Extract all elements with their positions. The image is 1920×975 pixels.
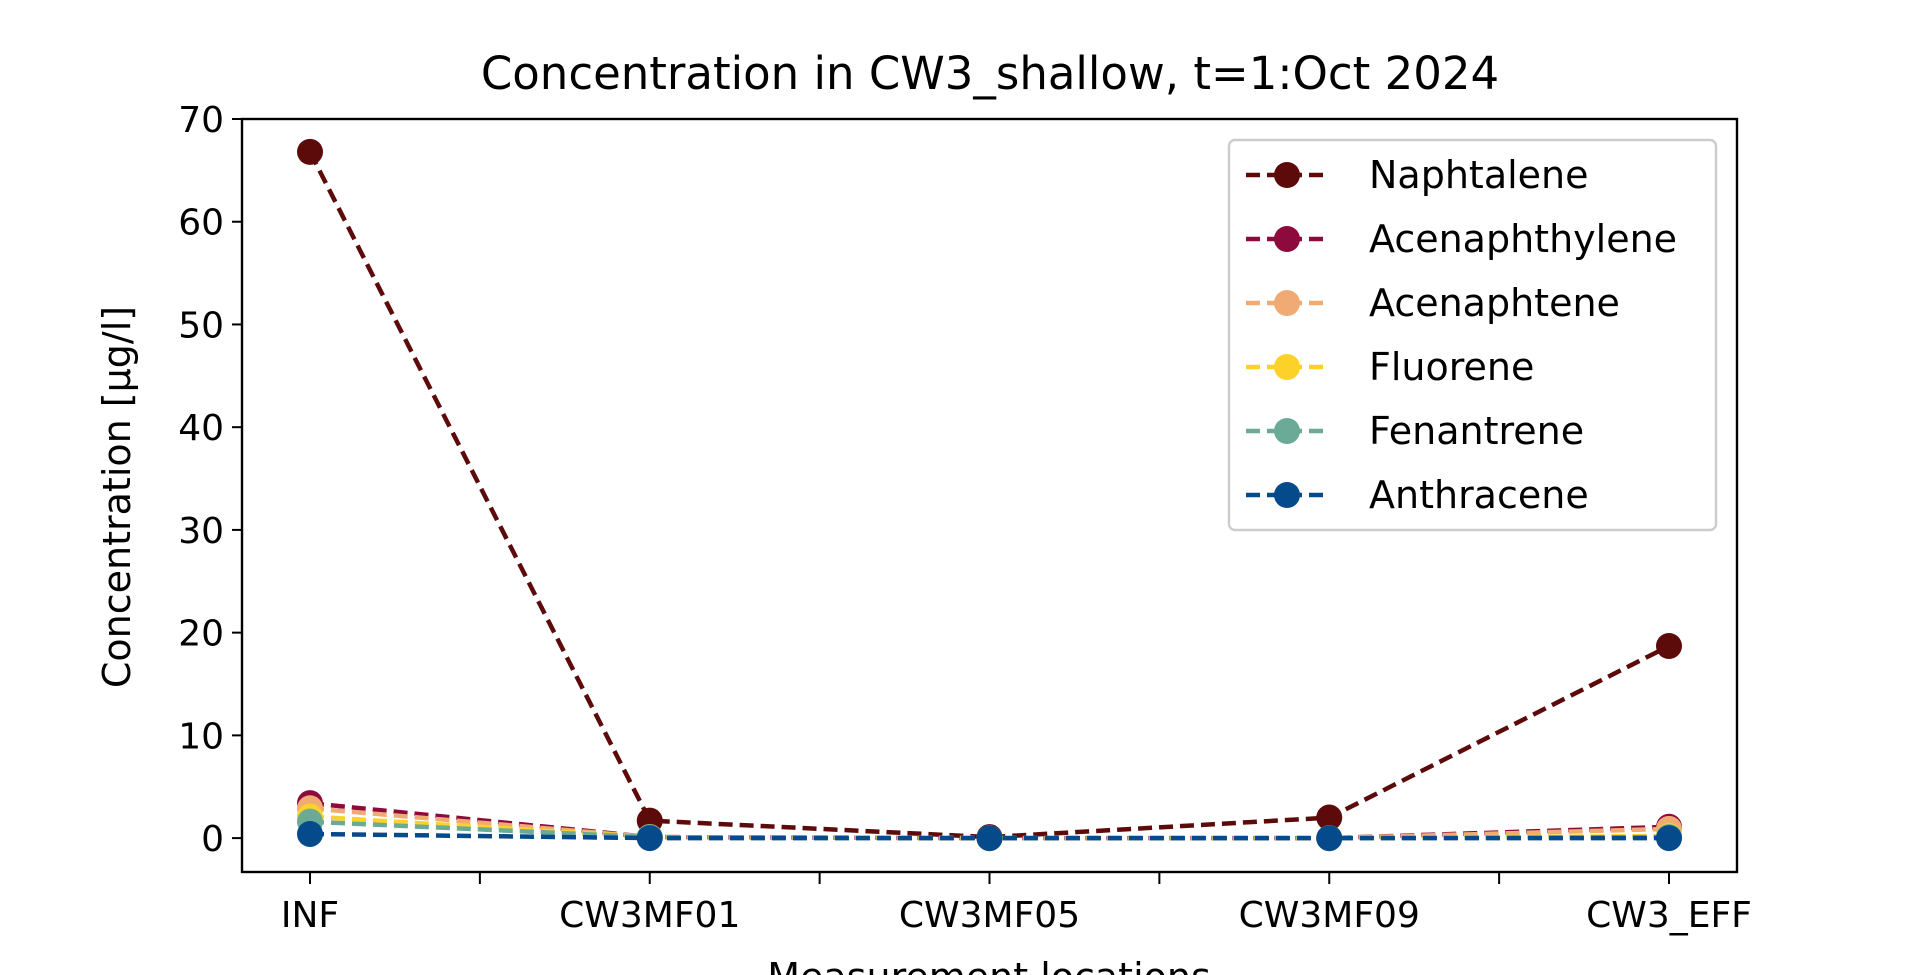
plot-frame [240, 117, 1739, 874]
series-anthracene [297, 820, 1682, 852]
x-axis-ticks: INF CW3MF01 CW3MF05 CW3MF09 CW3_EFF [281, 872, 1752, 936]
x-axis-label: Measurement locations [767, 955, 1211, 975]
chart-title: Concentration in CW3_shallow, t=1:Oct 20… [481, 47, 1499, 100]
y-axis-label: Concentration [µg/l] [95, 306, 139, 688]
y-tick-label: 50 [178, 305, 224, 346]
y-tick-label: 30 [178, 511, 224, 552]
y-tick-label: 20 [178, 614, 224, 655]
legend-entry: Acenaphtene [1246, 281, 1620, 325]
data-point [976, 825, 1003, 852]
legend-label: Naphtalene [1369, 153, 1589, 197]
data-point [1316, 804, 1343, 831]
series-line [307, 150, 1671, 840]
y-tick-label: 60 [178, 203, 224, 244]
y-tick-label: 0 [201, 819, 224, 860]
legend-marker [1274, 162, 1300, 188]
data-point [1656, 825, 1682, 852]
x-tick-label: CW3MF05 [899, 895, 1080, 936]
legend-label: Fenantrene [1369, 409, 1584, 453]
x-tick-label: INF [281, 895, 339, 936]
legend-marker [1274, 418, 1300, 444]
legend-entry: Acenaphthylene [1246, 217, 1677, 261]
legend-label: Anthracene [1369, 473, 1589, 517]
y-tick-label: 10 [178, 716, 224, 757]
y-tick-label: 70 [178, 100, 224, 141]
data-point [297, 820, 323, 847]
data-point [1656, 632, 1682, 659]
legend-entry: Anthracene [1246, 473, 1589, 517]
legend-entry: Fluorene [1246, 345, 1534, 389]
data-point [297, 138, 323, 165]
legend-marker [1274, 482, 1300, 508]
legend-entry: Naphtalene [1246, 153, 1589, 197]
legend-label: Fluorene [1369, 345, 1534, 389]
legend-label: Acenaphtene [1369, 281, 1620, 325]
legend-marker [1274, 354, 1300, 380]
legend-label: Acenaphthylene [1369, 217, 1677, 261]
legend-box [1227, 138, 1718, 532]
x-tick-label: CW3MF09 [1239, 895, 1420, 936]
legend-entry: Fenantrene [1246, 409, 1584, 453]
legend: Naphtalene Acenaphthylene Acenaphtene Fluor… [1227, 138, 1718, 532]
legend-marker [1274, 226, 1300, 252]
data-point [636, 825, 663, 852]
y-tick-label: 40 [178, 408, 224, 449]
legend-marker [1274, 290, 1300, 316]
y-axis-ticks: 0 10 20 30 40 50 60 70 [178, 100, 242, 860]
x-tick-label: CW3_EFF [1586, 895, 1752, 936]
plot-series [297, 138, 1682, 852]
x-tick-label: CW3MF01 [559, 895, 740, 936]
data-point [1316, 825, 1343, 852]
